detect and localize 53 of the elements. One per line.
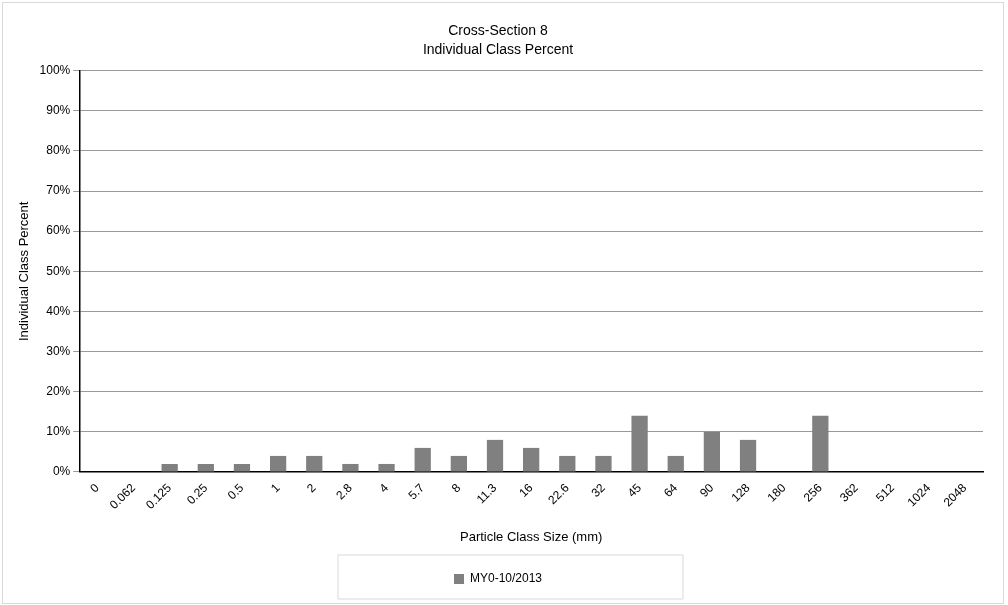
x-tick-label: 2.8 — [333, 480, 356, 503]
bar — [450, 455, 467, 472]
y-tick-label: 20% — [46, 384, 71, 399]
bar — [631, 415, 648, 472]
y-tick-label: 100% — [39, 62, 71, 77]
x-tick-label: 90 — [697, 480, 717, 500]
bar — [812, 415, 829, 472]
y-tick-label: 70% — [46, 183, 71, 198]
bar — [306, 455, 323, 472]
y-tick-label: 0% — [52, 464, 71, 479]
bar — [269, 455, 287, 472]
bar — [378, 463, 395, 472]
x-tick-label: 362 — [836, 480, 862, 505]
x-tick-label: 45 — [624, 480, 645, 500]
x-tick-label: 64 — [660, 480, 681, 500]
x-tick-label: 5.7 — [405, 480, 428, 503]
bar — [595, 455, 612, 472]
y-tick-label: 10% — [46, 424, 71, 439]
x-tick-label: 32 — [588, 480, 609, 500]
y-tick-label: 30% — [46, 343, 71, 358]
x-tick-label: 8 — [448, 480, 464, 496]
x-axis-title: Particle Class Size (mm) — [460, 528, 603, 544]
x-tick-label: 0.5 — [224, 480, 247, 503]
bar — [197, 463, 214, 472]
bar — [703, 431, 721, 472]
bar — [342, 463, 359, 472]
x-tick-label: 4 — [376, 480, 392, 496]
x-tick-label: 2 — [304, 480, 319, 496]
chart-subtitle: Individual Class Percent — [422, 41, 574, 58]
y-tick-label: 90% — [46, 103, 71, 118]
x-tick-label: 16 — [516, 480, 536, 500]
y-tick-label: 80% — [46, 143, 71, 158]
bar — [161, 463, 178, 472]
bar — [414, 447, 431, 472]
bar — [523, 447, 540, 472]
y-axis-title: Individual Class Percent — [16, 201, 32, 342]
x-tick-label: 11.3 — [473, 480, 500, 507]
x-tick-label: 0 — [87, 480, 103, 496]
bar — [739, 439, 757, 472]
bar — [559, 455, 576, 472]
chart-title: Cross-Section 8 — [448, 22, 549, 39]
x-tick-label: 1 — [267, 480, 283, 496]
x-tick-label: 512 — [873, 480, 898, 505]
x-tick-label: 256 — [800, 480, 826, 505]
y-tick-label: 60% — [46, 223, 71, 238]
x-tick-label: 128 — [728, 480, 753, 505]
x-tick-label: 180 — [764, 480, 789, 505]
bar — [667, 455, 684, 472]
bar — [233, 463, 251, 472]
y-tick-label: 50% — [46, 263, 71, 278]
y-tick-label: 40% — [46, 303, 71, 318]
bar — [486, 439, 504, 472]
legend-label: MY0-10/2013 — [469, 571, 543, 586]
